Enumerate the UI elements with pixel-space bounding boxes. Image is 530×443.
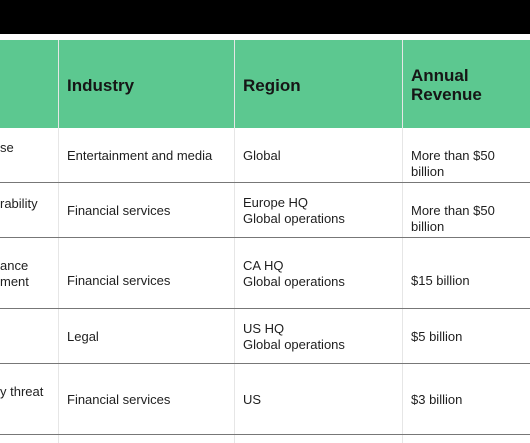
header-industry: Industry <box>67 76 135 95</box>
cell-revenue: $5 billion <box>411 329 463 344</box>
top-bar <box>0 0 530 34</box>
cell-industry: Entertainment and media <box>67 148 213 163</box>
column-divider <box>58 40 59 443</box>
row-divider <box>0 363 530 364</box>
cell-region: Europe HQ Global operations <box>243 195 345 226</box>
cell-first: y threat <box>0 384 44 399</box>
cell-region: US HQ Global operations <box>243 321 345 352</box>
table-header-row: Industry Region Annual Revenue <box>0 40 530 128</box>
header-region: Region <box>243 76 301 95</box>
table-row: rability Financial services Europe HQ Gl… <box>0 183 530 238</box>
cell-revenue: More than $50 billion <box>411 203 495 234</box>
cell-industry: Financial services <box>67 203 171 218</box>
cell-region: Global <box>243 148 281 163</box>
cell-first: rability <box>0 196 38 211</box>
cell-revenue: $15 billion <box>411 273 470 288</box>
cell-revenue: $3 billion <box>411 392 463 407</box>
cell-revenue: More than $50 billion <box>411 148 495 179</box>
column-divider <box>402 40 403 443</box>
cell-region: CA HQ Global operations <box>243 258 345 289</box>
column-divider <box>234 40 235 443</box>
row-divider <box>0 237 530 238</box>
cell-region: US <box>243 392 262 407</box>
table-row: se Entertainment and media Global More t… <box>0 128 530 183</box>
table-row: y threat Financial services US $3 billio… <box>0 364 530 435</box>
cell-industry: Financial services <box>67 392 171 407</box>
cell-industry: Financial services <box>67 273 171 288</box>
row-divider <box>0 434 530 435</box>
cell-first: ance ment <box>0 258 29 289</box>
cell-first: se <box>0 140 14 155</box>
row-divider <box>0 308 530 309</box>
row-divider <box>0 182 530 183</box>
header-annual-revenue: Annual Revenue <box>411 66 482 104</box>
cell-industry: Legal <box>67 329 99 344</box>
table-row: ance ment Financial services CA HQ Globa… <box>0 238 530 309</box>
table-row: Legal US HQ Global operations $5 billion <box>0 309 530 364</box>
